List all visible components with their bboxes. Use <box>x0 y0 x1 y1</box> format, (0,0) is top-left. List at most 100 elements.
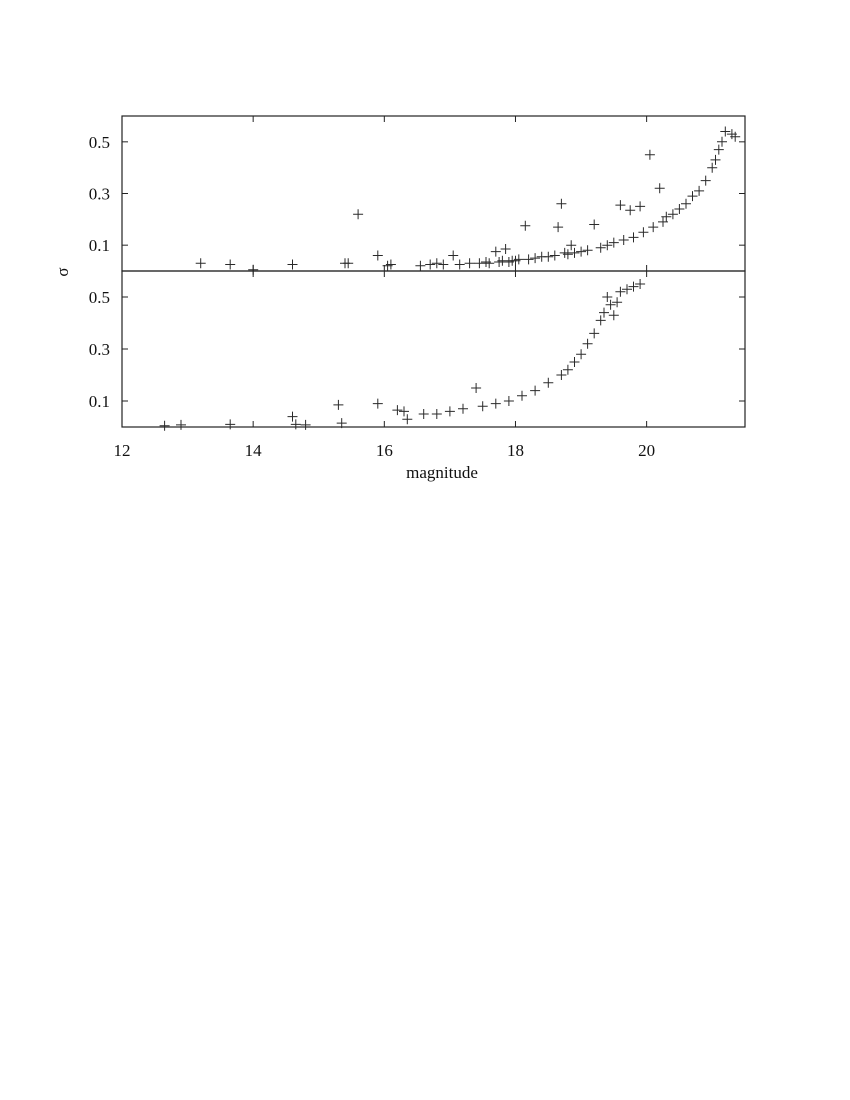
x-tick-label: 14 <box>245 441 263 460</box>
bottom-data-point-9 <box>392 405 403 416</box>
top-data-point-7 <box>372 250 383 261</box>
bottom-data-point-1 <box>176 419 186 430</box>
bottom-data-point-24 <box>562 364 573 375</box>
top-scatter-points <box>195 126 741 275</box>
bottom-y-tick-label: 0.1 <box>89 392 110 411</box>
top-data-point-55 <box>658 216 668 227</box>
top-data-point-62 <box>700 175 711 186</box>
top-data-point-32 <box>543 251 554 262</box>
x-tick-label: 12 <box>114 441 131 460</box>
top-data-point-69 <box>730 131 741 142</box>
bottom-panel: 0.1 0.3 0.5 12 14 16 18 20 <box>89 270 746 460</box>
top-data-point-65 <box>713 144 724 155</box>
bottom-data-point-3 <box>287 411 298 422</box>
top-data-point-45 <box>608 237 619 248</box>
bottom-data-point-4 <box>290 419 301 430</box>
top-data-point-20 <box>490 246 501 257</box>
top-data-point-0 <box>195 258 206 269</box>
bottom-data-point-7 <box>336 418 347 429</box>
bottom-data-point-29 <box>595 315 606 326</box>
bottom-data-point-22 <box>543 377 554 388</box>
bottom-y-tick-label: 0.3 <box>89 340 110 359</box>
top-data-point-11 <box>425 259 436 270</box>
top-data-point-15 <box>454 259 465 270</box>
top-data-point-48 <box>625 205 636 216</box>
bottom-data-point-37 <box>628 281 639 292</box>
top-data-point-34 <box>553 222 564 233</box>
top-data-point-61 <box>694 185 705 196</box>
top-data-point-3 <box>287 259 298 270</box>
top-y-tick-label: 0.5 <box>89 133 110 152</box>
top-data-point-38 <box>566 240 577 251</box>
bottom-data-point-30 <box>599 307 609 318</box>
top-data-point-46 <box>615 200 626 211</box>
bottom-data-point-23 <box>556 370 567 380</box>
top-data-point-9 <box>385 259 396 270</box>
bottom-data-point-19 <box>503 396 514 406</box>
top-data-point-13 <box>438 259 449 270</box>
top-y-axis: 0.1 0.3 0.5 <box>89 116 745 271</box>
top-data-point-22 <box>497 255 508 266</box>
bottom-data-point-16 <box>471 383 482 393</box>
top-data-point-23 <box>500 244 511 254</box>
bottom-data-point-15 <box>458 403 468 414</box>
top-data-point-5 <box>343 258 354 269</box>
top-data-point-67 <box>720 126 731 137</box>
top-data-point-66 <box>717 136 727 147</box>
bottom-data-point-38 <box>635 279 646 289</box>
bottom-data-point-21 <box>530 385 541 396</box>
bottom-data-point-0 <box>159 420 170 431</box>
top-data-point-42 <box>589 219 600 230</box>
top-data-point-54 <box>654 183 665 194</box>
top-plot-frame <box>121 115 746 272</box>
top-data-point-19 <box>484 258 495 269</box>
bottom-x-axis: 12 14 16 18 20 <box>114 271 655 460</box>
top-data-point-52 <box>644 149 655 160</box>
top-panel: 0.1 0.3 0.5 <box>89 115 746 275</box>
bottom-data-point-26 <box>576 349 587 360</box>
bottom-data-point-27 <box>582 338 593 349</box>
top-data-point-59 <box>681 198 691 209</box>
top-data-point-16 <box>464 258 475 269</box>
top-data-point-27 <box>513 254 524 265</box>
bottom-data-point-20 <box>517 390 527 401</box>
bottom-y-tick-label: 0.5 <box>89 288 110 307</box>
top-data-point-49 <box>628 232 639 243</box>
top-data-point-60 <box>687 191 698 202</box>
top-data-point-50 <box>635 201 646 212</box>
top-data-point-10 <box>415 260 426 271</box>
bottom-data-point-6 <box>333 399 344 410</box>
bottom-data-point-25 <box>569 357 580 367</box>
bottom-data-point-34 <box>612 297 623 308</box>
x-tick-label: 18 <box>507 441 524 460</box>
top-data-point-37 <box>562 249 573 260</box>
top-data-point-6 <box>353 209 364 220</box>
top-data-point-58 <box>674 204 685 214</box>
top-data-point-1 <box>225 259 236 270</box>
bottom-data-point-36 <box>622 284 632 295</box>
x-tick-label: 20 <box>638 441 655 460</box>
bottom-data-point-8 <box>372 398 383 409</box>
bottom-data-point-33 <box>608 310 619 321</box>
top-data-point-33 <box>549 250 560 261</box>
top-data-point-39 <box>569 247 580 258</box>
top-data-point-17 <box>474 258 485 269</box>
top-data-point-35 <box>556 198 567 209</box>
top-data-point-44 <box>602 240 613 251</box>
top-data-point-43 <box>595 242 606 253</box>
bottom-data-point-28 <box>589 328 600 339</box>
top-data-point-57 <box>667 209 678 220</box>
top-data-point-64 <box>710 154 721 165</box>
top-data-point-40 <box>576 246 587 257</box>
top-data-point-29 <box>523 254 534 265</box>
x-tick-label: 16 <box>376 441 393 460</box>
bottom-data-point-5 <box>300 419 311 430</box>
top-data-point-47 <box>618 235 629 245</box>
bottom-scatter-points <box>159 279 646 431</box>
bottom-data-point-12 <box>418 409 429 419</box>
x-axis-title: magnitude <box>406 463 478 482</box>
bottom-plot-frame <box>121 270 746 428</box>
bottom-data-point-35 <box>615 286 626 297</box>
bottom-data-point-17 <box>477 401 488 412</box>
